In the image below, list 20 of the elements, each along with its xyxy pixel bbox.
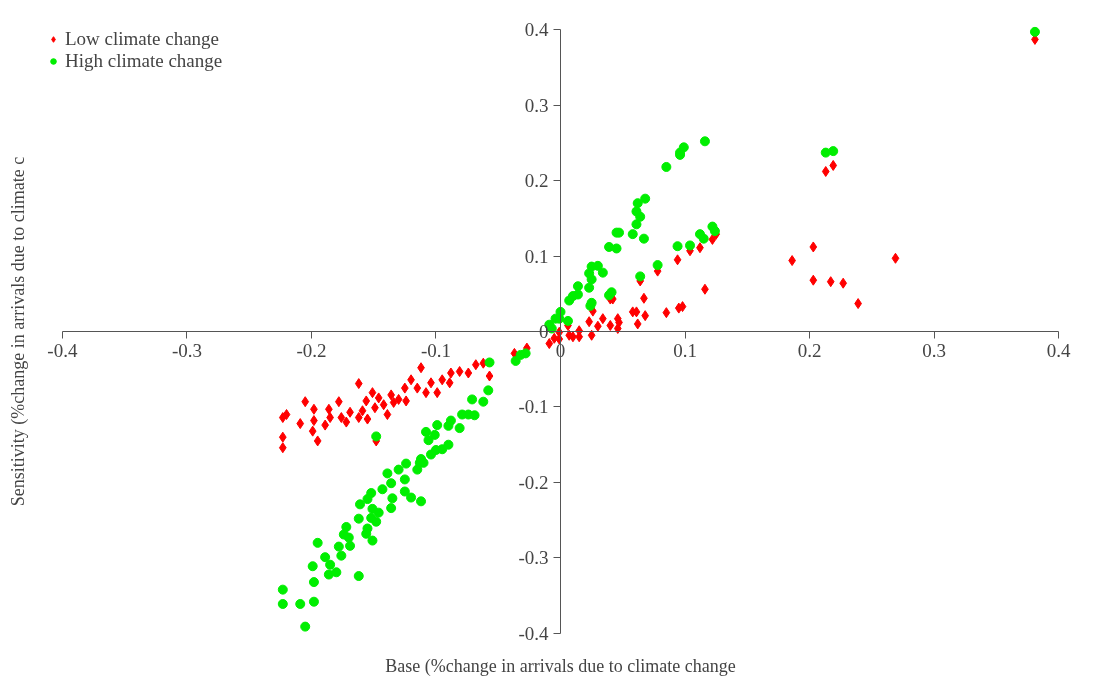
x-tick-label: -0.1 <box>420 339 452 361</box>
y-tick-label: 0.3 <box>524 94 549 116</box>
y-axis-title: Sensitivity (%change in arrivals due to climate c <box>7 156 29 507</box>
y-tick-label: -0.2 <box>518 471 549 493</box>
x-tick-label: -0.4 <box>47 339 78 361</box>
legend-label: High climate change <box>65 50 223 72</box>
x-tick-label: -0.3 <box>171 339 202 361</box>
x-tick-label: 0.2 <box>797 339 822 361</box>
x-tick-label: 0.4 <box>1046 339 1071 361</box>
x-tick-label: 0.3 <box>922 339 946 361</box>
y-tick-label: 0.2 <box>524 170 549 192</box>
y-tick-label: -0.4 <box>518 622 549 644</box>
y-tick-label: -0.1 <box>518 396 549 418</box>
x-tick-label: -0.2 <box>296 339 327 361</box>
x-axis-title: Base (%change in arrivals due to climate change <box>385 655 736 677</box>
y-tick-label: 0.4 <box>524 19 549 41</box>
y-tick-label: -0.3 <box>518 547 549 569</box>
x-tick-label: 0.1 <box>673 339 697 361</box>
y-tick-label: 0.1 <box>524 245 549 267</box>
legend-label: Low climate change <box>65 28 220 50</box>
